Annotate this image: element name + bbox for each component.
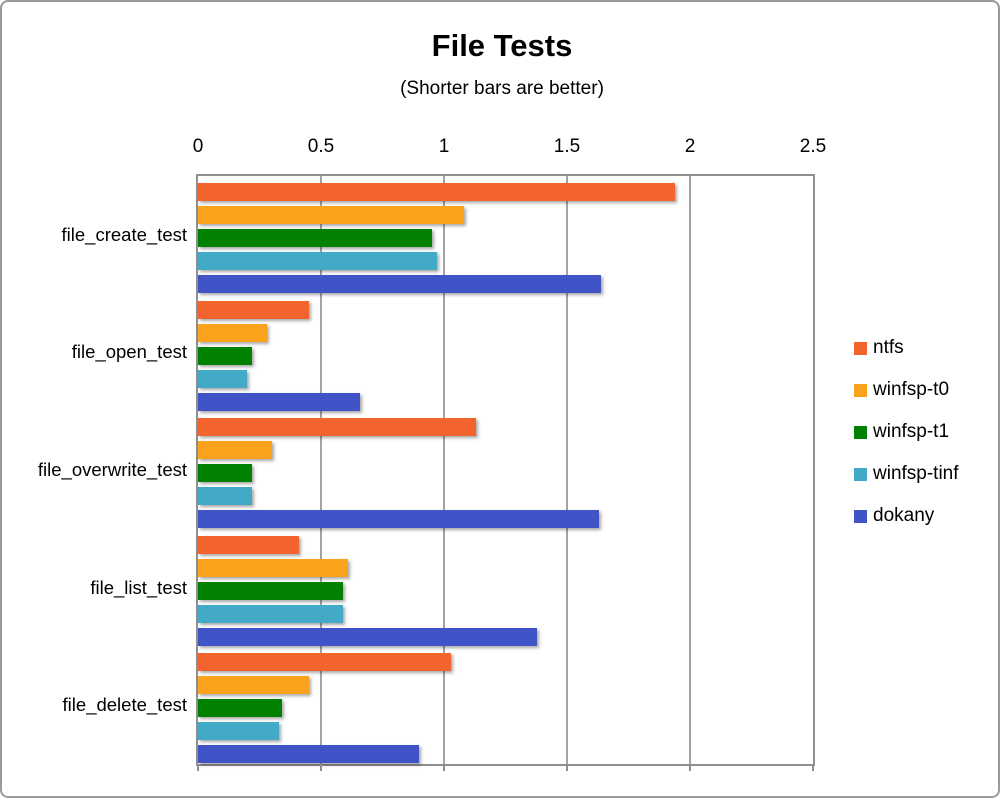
bar-winfsp-t1 xyxy=(198,464,253,483)
x-tick-mark xyxy=(443,764,445,771)
gridline xyxy=(566,176,568,764)
gridline xyxy=(320,176,322,764)
x-tick-label: 2.5 xyxy=(799,136,827,157)
bar-winfsp-tinf xyxy=(198,604,344,623)
legend-swatch-icon xyxy=(854,425,867,439)
bar-winfsp-t1 xyxy=(198,229,432,247)
bar-dokany xyxy=(198,275,602,293)
x-axis-tick-labels: 0 0.5 1 1.5 2 2.5 xyxy=(2,136,998,162)
x-tick-mark xyxy=(689,764,691,771)
bar-winfsp-tinf xyxy=(198,369,248,388)
category-label: file_list_test xyxy=(90,576,187,598)
legend-swatch-icon xyxy=(854,383,867,397)
bar-winfsp-tinf xyxy=(198,252,437,270)
x-tick-mark xyxy=(566,764,568,771)
legend-swatch-icon xyxy=(854,341,867,355)
x-tick-label: 0 xyxy=(192,136,204,157)
bar-winfsp-t0 xyxy=(198,676,309,695)
bar-group xyxy=(198,646,813,764)
chart-subtitle: (Shorter bars are better) xyxy=(400,78,604,99)
category-label: file_create_test xyxy=(61,223,187,245)
legend: ntfs winfsp-t0 winfsp-t1 winfsp-tinf dokany xyxy=(854,337,959,526)
chart-title: File Tests xyxy=(431,28,573,63)
bar-dokany xyxy=(198,510,599,529)
x-tick-mark xyxy=(320,764,322,771)
bar-winfsp-t1 xyxy=(198,346,253,365)
legend-label: ntfs xyxy=(873,337,904,358)
gridline xyxy=(443,176,445,764)
bar-winfsp-t0 xyxy=(198,558,349,577)
legend-swatch-icon xyxy=(854,467,867,481)
bar-dokany xyxy=(198,392,361,411)
bar-ntfs xyxy=(198,300,309,319)
bar-ntfs xyxy=(198,183,676,201)
legend-swatch-icon xyxy=(854,509,867,523)
category-label: file_delete_test xyxy=(62,694,187,716)
legend-item: winfsp-t0 xyxy=(854,379,959,400)
x-tick-label: 1.5 xyxy=(553,136,581,157)
bar-ntfs xyxy=(198,653,452,672)
legend-label: dokany xyxy=(873,505,935,526)
x-tick-label: 0.5 xyxy=(307,136,335,157)
legend-label: winfsp-tinf xyxy=(873,463,959,484)
bar-winfsp-t0 xyxy=(198,323,267,342)
legend-item: winfsp-tinf xyxy=(854,463,959,484)
x-tick-mark xyxy=(812,764,814,771)
bar-group xyxy=(198,411,813,529)
bar-winfsp-tinf xyxy=(198,722,280,741)
plot-area xyxy=(196,174,815,766)
legend-label: winfsp-t0 xyxy=(873,379,950,400)
x-tick-label: 1 xyxy=(438,136,450,157)
legend-label: winfsp-t1 xyxy=(873,421,950,442)
bar-winfsp-tinf xyxy=(198,487,253,506)
bar-ntfs xyxy=(198,418,476,437)
legend-item: winfsp-t1 xyxy=(854,421,959,442)
bar-winfsp-t0 xyxy=(198,441,272,460)
bar-winfsp-t1 xyxy=(198,699,282,718)
bar-group xyxy=(198,294,813,412)
bar-winfsp-t1 xyxy=(198,581,344,600)
x-tick-mark xyxy=(197,764,199,771)
category-label: file_open_test xyxy=(71,341,187,363)
legend-item: dokany xyxy=(854,505,959,526)
category-label: file_overwrite_test xyxy=(37,459,187,480)
bar-dokany xyxy=(198,745,420,764)
bar-winfsp-t0 xyxy=(198,206,464,224)
gridline xyxy=(689,176,691,764)
bar-ntfs xyxy=(198,535,299,554)
legend-item: ntfs xyxy=(854,337,959,358)
bar-group xyxy=(198,176,813,294)
x-tick-label: 2 xyxy=(684,136,696,157)
bar-dokany xyxy=(198,627,538,646)
bar-group xyxy=(198,529,813,647)
